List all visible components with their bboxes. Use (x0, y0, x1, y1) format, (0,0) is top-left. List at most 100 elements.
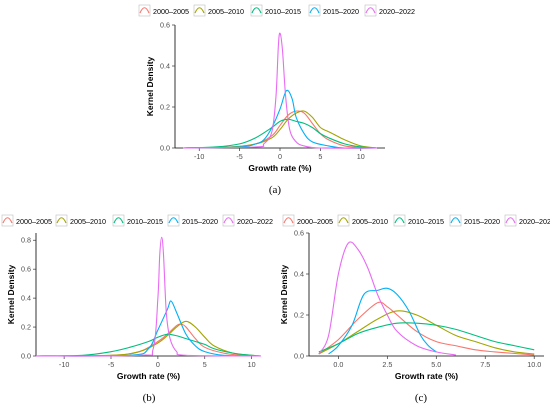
legend-key-line (223, 217, 234, 224)
y-tick-label: 0.4 (21, 294, 31, 303)
legend-key (55, 214, 68, 227)
legend-item: 2000–2005 (282, 214, 333, 227)
series-line (35, 320, 262, 357)
legend-key (282, 214, 295, 227)
y-tick-label: 0.0 (294, 352, 304, 361)
x-tick-label: 2.5 (382, 360, 392, 369)
legend-item: 2020–2022 (504, 214, 550, 227)
legend-label: 2010–2015 (408, 217, 444, 226)
legend-label: 2005–2010 (70, 217, 106, 226)
legend-key (337, 214, 350, 227)
legend-label: 2010–2015 (265, 7, 301, 16)
y-tick-label: 0.2 (160, 103, 170, 112)
legend-label: 2015–2020 (464, 217, 500, 226)
x-tick-label: 10 (357, 152, 365, 161)
legend-b: 2000–2005 2005–2010 2010–2015 2015–2020 2020… (1, 214, 273, 227)
x-tick-label: 5.0 (431, 360, 441, 369)
legend-label: 2020–2022 (379, 7, 415, 16)
x-tick-label: -10 (59, 360, 69, 369)
legend-key-line (283, 217, 294, 224)
x-axis-title: Growth rate (%) (117, 371, 180, 381)
panel-label-c: (c) (415, 392, 428, 404)
legend-key-line (365, 7, 376, 14)
y-tick-label: 0.4 (294, 270, 304, 279)
legend-key (193, 4, 206, 17)
legend-key-line (338, 217, 349, 224)
legend-key-line (394, 217, 405, 224)
y-tick-label: 0.6 (21, 265, 31, 274)
y-axis-title: Kernel Density (145, 56, 155, 116)
x-tick-label: 7.5 (480, 360, 490, 369)
x-tick-label: 10.0 (527, 360, 541, 369)
panel-b: -10 -5 0 5 10 0.0 0.2 0.4 0.6 0.8 Growth rate (%) K… (6, 233, 262, 381)
legend-item: 2015–2020 (308, 4, 359, 17)
legend-key (393, 214, 406, 227)
legend-label: 2000–2005 (153, 7, 189, 16)
x-tick-label: -5 (108, 360, 114, 369)
y-axis-title: Kernel Density (279, 264, 289, 324)
y-tick-label: 0.0 (160, 144, 170, 153)
legend-key-line (251, 7, 262, 14)
y-tick-label: 0.2 (294, 311, 304, 320)
legend-key (250, 4, 263, 17)
legend-label: 2010–2015 (127, 217, 163, 226)
legend-item: 2015–2020 (449, 214, 500, 227)
legend-key-line (56, 217, 67, 224)
legend-label: 2015–2020 (323, 7, 359, 16)
x-tick-label: 10 (248, 360, 256, 369)
legend-key-line (505, 217, 516, 224)
legend-key (449, 214, 462, 227)
y-tick-label: 0.8 (21, 236, 31, 245)
series-line (183, 32, 377, 149)
legend-label: 2015–2020 (182, 217, 218, 226)
legend-key-line (139, 7, 150, 14)
legend-label: 2005–2010 (208, 7, 244, 16)
series-line (318, 310, 535, 355)
y-tick-label: 0.2 (21, 323, 31, 332)
legend-key (364, 4, 377, 17)
legend-item: 2015–2020 (167, 214, 218, 227)
series-line (35, 236, 262, 357)
legend-item: 2005–2010 (337, 214, 388, 227)
legend-key (1, 214, 14, 227)
series-line (318, 241, 456, 356)
legend-label: 2000–2005 (297, 217, 333, 226)
legend-c: 2000–2005 2005–2010 2010–2015 2015–2020 2020… (282, 214, 550, 227)
y-tick-label: 0.6 (160, 21, 170, 30)
legend-key (112, 214, 125, 227)
legend-item: 2020–2022 (222, 214, 273, 227)
panel-label-b: (b) (143, 392, 156, 404)
y-tick-label: 0.0 (21, 352, 31, 361)
legend-key-line (194, 7, 205, 14)
series-line (318, 301, 535, 356)
legend-item: 2020–2022 (364, 4, 415, 17)
legend-key (504, 214, 517, 227)
x-tick-label: 5 (203, 360, 207, 369)
legend-key (222, 214, 235, 227)
legend-item: 2000–2005 (1, 214, 52, 227)
x-axis-title: Growth rate (%) (395, 371, 458, 381)
legend-item: 2005–2010 (193, 4, 244, 17)
x-axis-title: Growth rate (%) (248, 163, 311, 173)
legend-key (138, 4, 151, 17)
y-tick-label: 0.6 (294, 229, 304, 238)
series-line (35, 333, 262, 357)
x-tick-label: 0 (156, 360, 160, 369)
legend-label: 2005–2010 (352, 217, 388, 226)
x-tick-label: 0.0 (333, 360, 343, 369)
y-axis-title: Kernel Density (6, 264, 16, 324)
legend-label: 2020–2022 (237, 217, 273, 226)
legend-item: 2005–2010 (55, 214, 106, 227)
legend-item: 2010–2015 (250, 4, 301, 17)
series-line (183, 118, 377, 149)
legend-key-line (309, 7, 320, 14)
series-line (318, 322, 535, 353)
series-line (328, 287, 437, 355)
series-line (35, 300, 262, 357)
legend-key-line (113, 217, 124, 224)
x-tick-label: 5 (318, 152, 322, 161)
panel-label-a: (a) (269, 184, 282, 196)
series-line (183, 89, 377, 149)
legend-item: 2000–2005 (138, 4, 189, 17)
legend-item: 2010–2015 (112, 214, 163, 227)
